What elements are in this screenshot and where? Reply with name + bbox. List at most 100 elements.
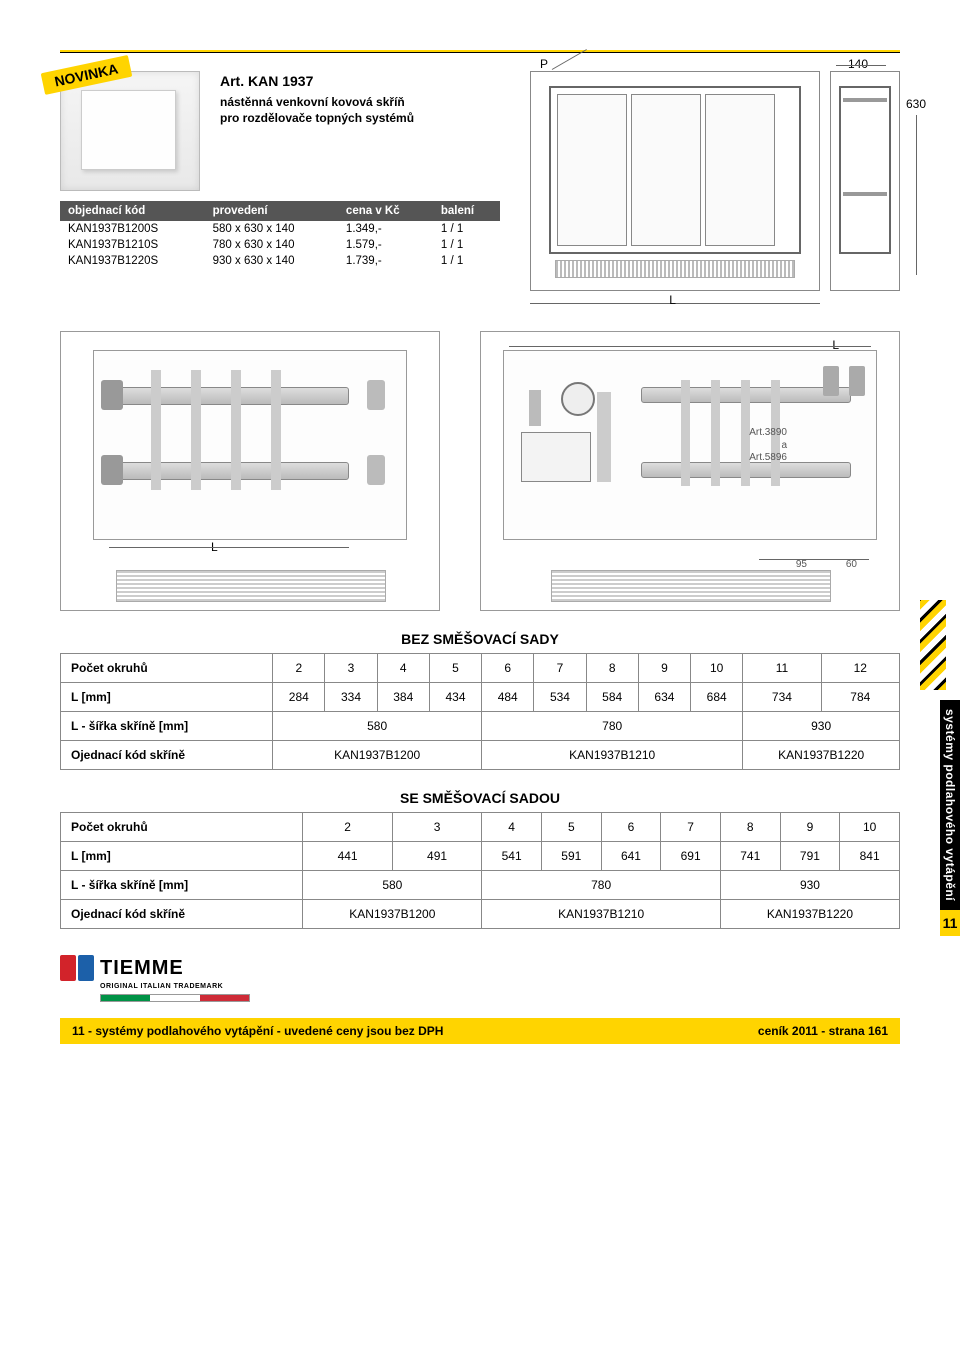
logo-text: TIEMME [100, 957, 184, 980]
cell: 734 [743, 683, 821, 712]
spec-cell: 1.579,- [338, 237, 433, 253]
cell: 4 [482, 813, 542, 842]
cell: 334 [325, 683, 377, 712]
cell: 841 [840, 842, 900, 871]
cell: 8 [720, 813, 780, 842]
cell: 741 [720, 842, 780, 871]
dim-630: 630 [906, 97, 926, 111]
top-drawings: P L 140 [512, 71, 900, 313]
table-row: L [mm]441491541591641691741791841 [61, 842, 900, 871]
logo-mark-icon [60, 955, 94, 981]
dim-95: 95 [796, 559, 807, 570]
spec-cell: 780 x 630 x 140 [205, 237, 338, 253]
mid-drawing-left: L [60, 331, 440, 611]
cell: KAN1937B1210 [482, 900, 721, 929]
cell: 6 [601, 813, 661, 842]
table2-title: SE SMĚŠOVACÍ SADOU [60, 790, 900, 806]
cell: 641 [601, 842, 661, 871]
table-row: L - šířka skříně [mm]580780930 [61, 871, 900, 900]
tiemme-logo: TIEMME [60, 955, 184, 981]
mid-l-right: L [832, 338, 839, 352]
art-label1: Art.3890 [749, 427, 787, 438]
cell: 784 [821, 683, 899, 712]
dim-60: 60 [846, 559, 857, 570]
product-thumbnail [60, 71, 200, 191]
front-drawing [530, 71, 820, 291]
cell: 8 [586, 654, 638, 683]
cell: 791 [780, 842, 840, 871]
cell: 634 [638, 683, 690, 712]
row-label: Počet okruhů [61, 813, 303, 842]
row-label: L - šířka skříně [mm] [61, 871, 303, 900]
cell: 591 [541, 842, 601, 871]
side-drawing [830, 71, 900, 291]
spec-header-row: objednací kód provedení cena v Kč balení [60, 201, 500, 221]
spec-cell: 1 / 1 [433, 237, 500, 253]
row-label: Počet okruhů [61, 654, 273, 683]
table-1: Počet okruhů23456789101112L [mm]28433438… [60, 653, 900, 770]
cell: 534 [534, 683, 586, 712]
table-row: L [mm]284334384434484534584634684734784 [61, 683, 900, 712]
cell: 2 [303, 813, 392, 842]
cell: KAN1937B1200 [303, 900, 482, 929]
cell: KAN1937B1220 [743, 741, 900, 770]
spec-row: KAN1937B1220S930 x 630 x 1401.739,-1 / 1 [60, 253, 500, 269]
cell: 3 [325, 654, 377, 683]
cell: KAN1937B1210 [482, 741, 743, 770]
spec-h1: objednací kód [60, 201, 205, 221]
mid-drawing-right: L Art.3890 a Art.5896 [480, 331, 900, 611]
cell: 7 [534, 654, 586, 683]
spec-row: KAN1937B1200S580 x 630 x 1401.349,-1 / 1 [60, 221, 500, 237]
cell: 930 [743, 712, 900, 741]
cell: 684 [691, 683, 743, 712]
row-label: Ojednací kód skříně [61, 900, 303, 929]
side-tab: systémy podlahového vytápění [940, 700, 960, 910]
italian-flag-icon [100, 994, 250, 1002]
article-desc-2: pro rozdělovače topných systémů [220, 111, 414, 127]
article-block: Art. KAN 1937 nástěnná venkovní kovová s… [214, 71, 414, 126]
page: NOVINKA Art. KAN 1937 nástěnná venkovní … [0, 0, 960, 1358]
article-title: Art. KAN 1937 [220, 73, 414, 89]
mid-row: L L Art.3890 [60, 331, 900, 611]
table-row: Ojednací kód skříněKAN1937B1200KAN1937B1… [61, 741, 900, 770]
dim-140: 140 [848, 57, 868, 71]
cell: 12 [821, 654, 899, 683]
art-label2: Art.5896 [749, 452, 787, 463]
cell: 9 [638, 654, 690, 683]
cell: 584 [586, 683, 638, 712]
cell: 10 [691, 654, 743, 683]
spec-table: objednací kód provedení cena v Kč balení… [60, 201, 500, 269]
cell: 930 [720, 871, 899, 900]
row-label: L - šířka skříně [mm] [61, 712, 273, 741]
cell: KAN1937B1200 [273, 741, 482, 770]
footer-left: 11 - systémy podlahového vytápění - uved… [72, 1024, 443, 1038]
logo-subtitle: ORIGINAL ITALIAN TRADEMARK [100, 983, 223, 990]
cell: 491 [392, 842, 481, 871]
cell: 441 [303, 842, 392, 871]
logo-block: TIEMME ORIGINAL ITALIAN TRADEMARK [60, 955, 900, 1002]
spec-row: KAN1937B1210S780 x 630 x 1401.579,-1 / 1 [60, 237, 500, 253]
row-label: L [mm] [61, 683, 273, 712]
spec-h4: balení [433, 201, 500, 221]
cell: 11 [743, 654, 821, 683]
dim-p: P [540, 57, 548, 71]
table-2: Počet okruhů2345678910L [mm]441491541591… [60, 812, 900, 929]
row-label: L [mm] [61, 842, 303, 871]
spec-cell: KAN1937B1220S [60, 253, 205, 269]
spec-cell: 930 x 630 x 140 [205, 253, 338, 269]
row-label: Ojednací kód skříně [61, 741, 273, 770]
cell: KAN1937B1220 [720, 900, 899, 929]
article-desc-1: nástěnná venkovní kovová skříň [220, 95, 414, 111]
spec-h2: provedení [205, 201, 338, 221]
spec-h3: cena v Kč [338, 201, 433, 221]
cell: 6 [482, 654, 534, 683]
dim-l: L [669, 293, 676, 307]
cell: 5 [429, 654, 481, 683]
top-rule [60, 50, 900, 53]
cell: 691 [661, 842, 721, 871]
top-row: Art. KAN 1937 nástěnná venkovní kovová s… [60, 71, 900, 313]
cell: 484 [482, 683, 534, 712]
footer-bar: 11 - systémy podlahového vytápění - uved… [60, 1018, 900, 1044]
spec-cell: 1.739,- [338, 253, 433, 269]
side-tab-label: systémy podlahového vytápění [943, 709, 957, 901]
